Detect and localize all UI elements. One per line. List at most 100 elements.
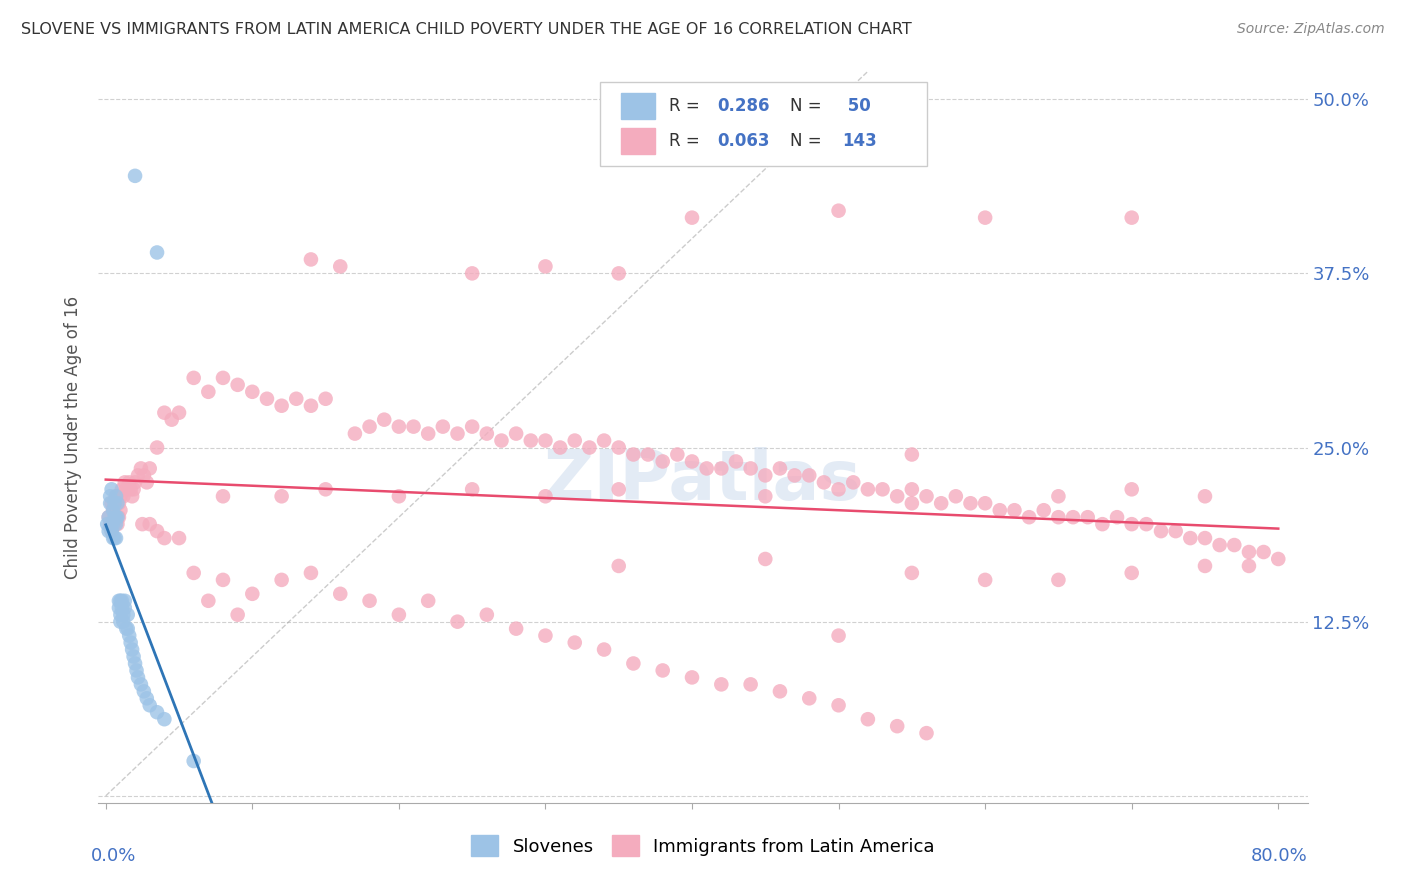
Immigrants from Latin America bbox=[681, 670, 703, 684]
Immigrants from Latin America bbox=[974, 496, 997, 510]
Immigrants from Latin America bbox=[1004, 503, 1026, 517]
Immigrants from Latin America bbox=[461, 483, 484, 497]
Slovenes bbox=[120, 635, 142, 649]
Immigrants from Latin America bbox=[974, 573, 997, 587]
Immigrants from Latin America bbox=[1237, 558, 1260, 573]
Immigrants from Latin America bbox=[160, 412, 183, 426]
Immigrants from Latin America bbox=[112, 489, 135, 503]
Immigrants from Latin America bbox=[578, 441, 600, 455]
Immigrants from Latin America bbox=[754, 489, 776, 503]
Immigrants from Latin America bbox=[1121, 211, 1143, 225]
Slovenes bbox=[114, 600, 136, 615]
Immigrants from Latin America bbox=[783, 468, 806, 483]
Immigrants from Latin America bbox=[769, 684, 792, 698]
Slovenes bbox=[121, 642, 143, 657]
Immigrants from Latin America bbox=[856, 483, 879, 497]
Slovenes bbox=[101, 531, 124, 545]
Slovenes bbox=[105, 510, 128, 524]
Immigrants from Latin America bbox=[118, 475, 141, 490]
Immigrants from Latin America bbox=[534, 489, 557, 503]
Slovenes bbox=[110, 615, 132, 629]
Immigrants from Latin America bbox=[886, 719, 908, 733]
Immigrants from Latin America bbox=[343, 426, 366, 441]
Immigrants from Latin America bbox=[100, 524, 122, 538]
Immigrants from Latin America bbox=[100, 496, 122, 510]
Slovenes bbox=[96, 517, 118, 532]
Immigrants from Latin America bbox=[1135, 517, 1157, 532]
Immigrants from Latin America bbox=[183, 566, 205, 580]
Immigrants from Latin America bbox=[681, 211, 703, 225]
Immigrants from Latin America bbox=[607, 558, 630, 573]
Slovenes bbox=[135, 691, 157, 706]
Immigrants from Latin America bbox=[593, 642, 616, 657]
Slovenes bbox=[117, 607, 139, 622]
Immigrants from Latin America bbox=[212, 489, 235, 503]
Immigrants from Latin America bbox=[607, 266, 630, 280]
Immigrants from Latin America bbox=[724, 454, 747, 468]
Immigrants from Latin America bbox=[153, 531, 176, 545]
Immigrants from Latin America bbox=[146, 524, 169, 538]
Immigrants from Latin America bbox=[388, 607, 411, 622]
Immigrants from Latin America bbox=[114, 475, 136, 490]
Immigrants from Latin America bbox=[101, 517, 124, 532]
Immigrants from Latin America bbox=[98, 517, 121, 532]
Immigrants from Latin America bbox=[856, 712, 879, 726]
Immigrants from Latin America bbox=[505, 426, 527, 441]
Immigrants from Latin America bbox=[886, 489, 908, 503]
Immigrants from Latin America bbox=[740, 677, 762, 691]
Immigrants from Latin America bbox=[1180, 531, 1202, 545]
Immigrants from Latin America bbox=[1047, 489, 1070, 503]
Immigrants from Latin America bbox=[564, 635, 586, 649]
Immigrants from Latin America bbox=[901, 448, 924, 462]
Immigrants from Latin America bbox=[769, 461, 792, 475]
Immigrants from Latin America bbox=[256, 392, 278, 406]
Text: Source: ZipAtlas.com: Source: ZipAtlas.com bbox=[1237, 22, 1385, 37]
Immigrants from Latin America bbox=[127, 468, 149, 483]
Immigrants from Latin America bbox=[945, 489, 967, 503]
Immigrants from Latin America bbox=[505, 622, 527, 636]
Immigrants from Latin America bbox=[915, 489, 938, 503]
Immigrants from Latin America bbox=[901, 483, 924, 497]
Immigrants from Latin America bbox=[548, 441, 571, 455]
Immigrants from Latin America bbox=[1237, 545, 1260, 559]
Slovenes bbox=[98, 489, 121, 503]
Immigrants from Latin America bbox=[183, 371, 205, 385]
Immigrants from Latin America bbox=[240, 587, 263, 601]
Immigrants from Latin America bbox=[299, 566, 322, 580]
Immigrants from Latin America bbox=[710, 677, 733, 691]
Immigrants from Latin America bbox=[138, 517, 160, 532]
Immigrants from Latin America bbox=[827, 203, 849, 218]
Slovenes bbox=[117, 622, 139, 636]
Slovenes bbox=[127, 670, 149, 684]
Slovenes bbox=[124, 169, 146, 183]
Immigrants from Latin America bbox=[593, 434, 616, 448]
Immigrants from Latin America bbox=[117, 483, 139, 497]
Immigrants from Latin America bbox=[607, 441, 630, 455]
Slovenes bbox=[97, 524, 120, 538]
Slovenes bbox=[138, 698, 160, 713]
Immigrants from Latin America bbox=[651, 454, 673, 468]
Immigrants from Latin America bbox=[621, 657, 644, 671]
Immigrants from Latin America bbox=[1047, 573, 1070, 587]
Immigrants from Latin America bbox=[1253, 545, 1275, 559]
Immigrants from Latin America bbox=[132, 468, 155, 483]
Immigrants from Latin America bbox=[446, 615, 468, 629]
Immigrants from Latin America bbox=[226, 377, 249, 392]
Immigrants from Latin America bbox=[167, 531, 190, 545]
Immigrants from Latin America bbox=[929, 496, 952, 510]
Immigrants from Latin America bbox=[988, 503, 1011, 517]
Immigrants from Latin America bbox=[637, 448, 659, 462]
Immigrants from Latin America bbox=[240, 384, 263, 399]
Slovenes bbox=[100, 524, 122, 538]
Immigrants from Latin America bbox=[1150, 524, 1173, 538]
Immigrants from Latin America bbox=[329, 587, 352, 601]
Text: 50: 50 bbox=[842, 96, 870, 115]
Immigrants from Latin America bbox=[696, 461, 718, 475]
Slovenes bbox=[100, 517, 122, 532]
Bar bbox=[621, 128, 655, 154]
Immigrants from Latin America bbox=[107, 517, 129, 532]
Slovenes bbox=[124, 657, 146, 671]
Bar bbox=[621, 93, 655, 119]
Immigrants from Latin America bbox=[135, 475, 157, 490]
Slovenes bbox=[97, 510, 120, 524]
